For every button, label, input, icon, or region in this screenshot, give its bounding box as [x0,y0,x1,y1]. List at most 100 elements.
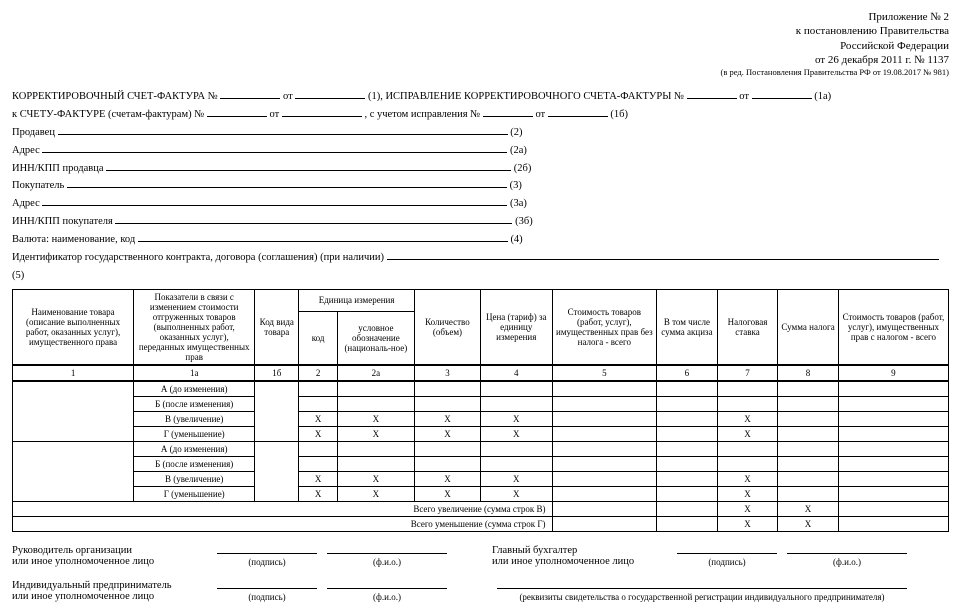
cell-x: X [414,411,480,426]
addr2-label: Адрес [12,198,40,209]
decree-line3: от 26 декабря 2011 г. № 1137 [12,53,949,67]
cell-name[interactable] [13,381,134,442]
l1-ot-1: от [283,91,293,102]
total-row: Всего уменьшение (сумма строк Г)XX [13,516,949,531]
cell-x: X [480,471,552,486]
contract-label: Идентификатор государственного контракта… [12,252,384,263]
cell-name[interactable] [13,441,134,501]
total-label: Всего уменьшение (сумма строк Г) [13,516,553,531]
seller-label: Продавец [12,127,55,138]
l1-ot-2: от [739,91,749,102]
table-row: Б (после изменения) [13,456,949,471]
cell-x: X [717,471,778,486]
head-label: Руководитель организации [12,545,132,556]
col-1b: Код вида товара [255,289,299,365]
seller-blank[interactable] [58,124,508,134]
col-8: Сумма налога [778,289,839,365]
col-1: Наименование товара (описание выполненны… [13,289,134,365]
num-5: 5 [552,365,657,381]
edition-note: (в ред. Постановления Правительства РФ о… [12,67,949,78]
inn-b-blank[interactable] [115,214,512,224]
blank-num-1[interactable] [220,89,280,99]
entr-label: Индивидуальный предприниматель [12,580,172,591]
sig-acct-sign[interactable] [677,544,777,554]
cell-code[interactable] [255,381,299,442]
cell-x: X [778,501,839,516]
currency-line: Валюта: наименование, код (4) [12,231,949,249]
num-8: 8 [778,365,839,381]
cell-indicator: Б (после изменения) [134,456,255,471]
num-3: 3 [414,365,480,381]
table-row: А (до изменения) [13,441,949,456]
blank-date-1[interactable] [295,89,365,99]
inn-b-label: ИНН/КПП покупателя [12,216,113,227]
seller-tag: (2) [510,127,522,138]
sig-entr-sign[interactable] [217,579,317,589]
cell-indicator: Г (уменьшение) [134,426,255,441]
num-7: 7 [717,365,778,381]
sig-acct-fio[interactable] [787,544,907,554]
addr-blank[interactable] [42,142,507,152]
cell-x: X [414,426,480,441]
col-2: код [299,311,338,364]
cell-x: X [337,486,414,501]
cell-x: X [337,411,414,426]
buyer-line: Покупатель (3) [12,177,949,195]
or-label-3: или иное уполномоченное лицо [12,591,154,602]
num-row: 1 1а 1б 2 2а 3 4 5 6 7 8 9 [13,365,949,381]
table-row: В (увеличение)XXXXX [13,411,949,426]
inn-s-label: ИНН/КПП продавца [12,163,104,174]
sig-entr-fio[interactable] [327,579,447,589]
blank-date-2[interactable] [282,107,362,117]
col-2a: условное обозначение (националь-ное) [337,311,414,364]
blank-num-2b[interactable] [483,107,533,117]
currency-blank[interactable] [138,232,508,242]
buyer-blank[interactable] [67,178,507,188]
table-row: Г (уменьшение)XXXXX [13,426,949,441]
cell-code[interactable] [255,441,299,501]
cell-indicator: Б (после изменения) [134,396,255,411]
addr2-line: Адрес (3а) [12,195,949,213]
blank-num-1a[interactable] [687,89,737,99]
sig-row-2: Индивидуальный предприниматель или иное … [12,579,949,602]
sig-entr-req[interactable] [497,579,907,589]
cap-podpis-3: (подпись) [212,592,322,602]
addr-line: Адрес (2а) [12,142,949,160]
form-header-lines: КОРРЕКТИРОВОЧНЫЙ СЧЕТ-ФАКТУРА № от (1), … [12,88,949,284]
sig-head-fio[interactable] [327,544,447,554]
col-6: В том числе сумма акциза [657,289,718,365]
num-2a: 2а [337,365,414,381]
blank-date-2b[interactable] [548,107,608,117]
addr2-blank[interactable] [42,196,507,206]
cell-x: X [299,486,338,501]
header-row-1: Наименование товара (описание выполненны… [13,289,949,311]
addr-label: Адрес [12,145,40,156]
line-1b: к СЧЕТУ-ФАКТУРЕ (счетам-фактурам) № от ,… [12,106,949,124]
contract-line: Идентификатор государственного контракта… [12,249,949,285]
cell-x: X [480,411,552,426]
cell-x: X [717,516,778,531]
num-1b: 1б [255,365,299,381]
total-row: Всего увеличение (сумма строк В) XX [13,501,949,516]
contract-blank[interactable] [387,249,939,259]
l2-ot-1: от [269,109,279,120]
blank-num-2[interactable] [207,107,267,117]
num-9: 9 [838,365,948,381]
inn-s-blank[interactable] [106,160,511,170]
col-unit: Единица измерения [299,289,415,311]
cell-indicator: Г (уменьшение) [134,486,255,501]
table-row: В (увеличение)XXXXX [13,471,949,486]
l2-text-b: , с учетом исправления № [364,109,480,120]
sig-head-sign[interactable] [217,544,317,554]
total-label: Всего увеличение (сумма строк В) [13,501,553,516]
seller-line: Продавец (2) [12,124,949,142]
col-7: Налоговая ставка [717,289,778,365]
blank-date-1a[interactable] [752,89,812,99]
cell-x: X [299,411,338,426]
cap-fio-2: (ф.и.о.) [782,557,912,567]
main-table: Наименование товара (описание выполненны… [12,289,949,532]
l1-text-b: (1), ИСПРАВЛЕНИЕ КОРРЕКТИРОВОЧНОГО СЧЕТА… [368,91,684,102]
cell-x: X [717,426,778,441]
cell-x: X [717,501,778,516]
cap-fio-3: (ф.и.о.) [322,592,452,602]
